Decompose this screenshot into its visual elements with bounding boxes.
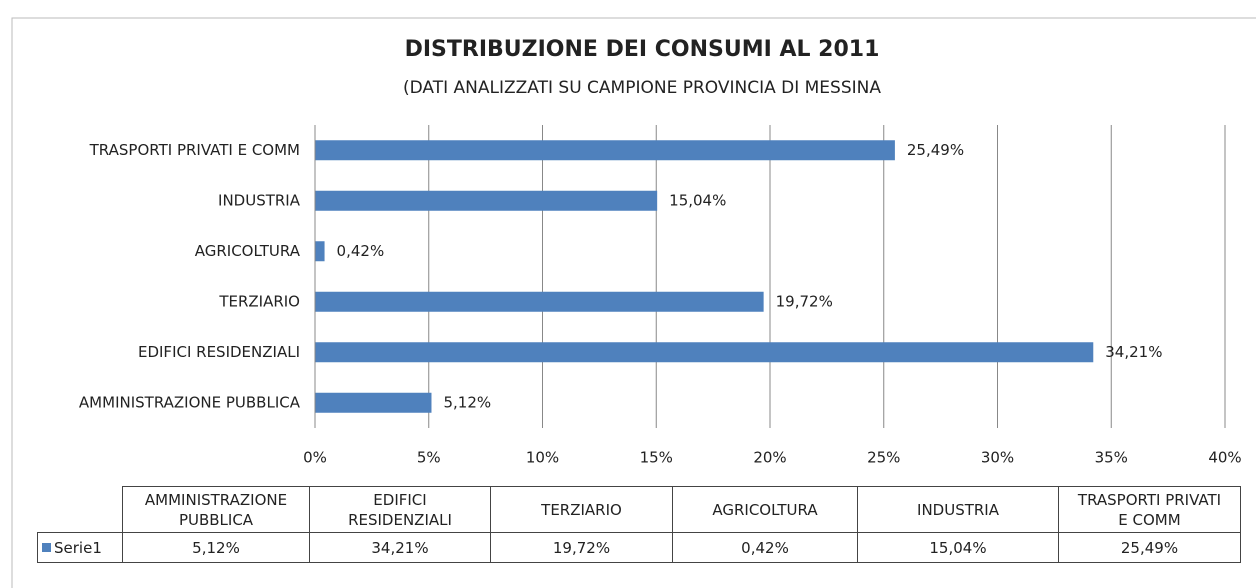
table-header: INDUSTRIA [857,486,1059,533]
cell-text: TERZIARIO [541,500,622,519]
table-header: EDIFICI RESIDENZIALI [309,486,491,533]
table-header: TRASPORTI PRIVATI E COMM [1058,486,1241,533]
table-value: 0,42% [672,532,858,563]
table-value: 34,21% [309,532,491,563]
y-tick-label: EDIFICI RESIDENZIALI [138,343,300,361]
y-tick-label: AGRICOLTURA [195,242,301,260]
y-tick-label: AMMINISTRAZIONE PUBBLICA [79,393,301,411]
x-tick-label: 35% [1095,449,1128,467]
data-label: 5,12% [443,393,491,411]
bar [315,291,764,312]
cell-text: INDUSTRIA [917,500,999,519]
chart-subtitle: (DATI ANALIZZATI SU CAMPIONE PROVINCIA D… [403,78,881,98]
bar [315,392,432,413]
cell-text: 19,72% [552,538,611,557]
x-tick-label: 5% [417,449,441,467]
cell-text: 15,04% [929,538,987,557]
legend-text: Serie1 [54,538,102,557]
x-tick-label: 15% [640,449,673,467]
cell-text: AMMINISTRAZIONE PUBBLICA [144,490,288,529]
cell-text: 0,42% [741,538,789,557]
table-header: AGRICOLTURA [672,486,858,533]
legend-key [42,543,51,552]
y-tick-label: TRASPORTI PRIVATI E COMM [89,141,300,159]
cell-text: AGRICOLTURA [712,500,818,519]
table-value: 5,12% [122,532,310,563]
bar [315,342,1094,363]
x-tick-label: 40% [1208,449,1241,467]
legend-cell: Serie1 [37,532,123,563]
y-tick-label: TERZIARIO [218,292,300,310]
table-header: TERZIARIO [490,486,673,533]
chart-title: DISTRIBUZIONE DEI CONSUMI AL 2011 [405,37,880,62]
data-label: 25,49% [907,141,964,159]
data-label: 0,42% [337,242,385,260]
y-tick-label: INDUSTRIA [218,191,301,209]
bar [315,190,658,211]
table-value: 19,72% [490,532,673,563]
x-tick-label: 20% [753,449,786,467]
table-header: AMMINISTRAZIONE PUBBLICA [122,486,310,533]
cell-text: TRASPORTI PRIVATI E COMM [1077,490,1222,529]
bar [315,241,325,262]
data-label: 19,72% [776,292,833,310]
cell-text: EDIFICI RESIDENZIALI [348,490,452,529]
x-tick-label: 10% [526,449,559,467]
table-value: 15,04% [857,532,1059,563]
cell-text: 34,21% [371,538,429,557]
x-tick-label: 30% [981,449,1014,467]
data-label: 34,21% [1105,343,1162,361]
cell-text: 25,49% [1120,538,1179,557]
table-value: 25,49% [1058,532,1241,563]
bar [315,140,895,161]
data-label: 15,04% [669,191,726,209]
cell-text: 5,12% [192,538,240,557]
x-tick-label: 0% [303,449,327,467]
x-tick-label: 25% [867,449,900,467]
